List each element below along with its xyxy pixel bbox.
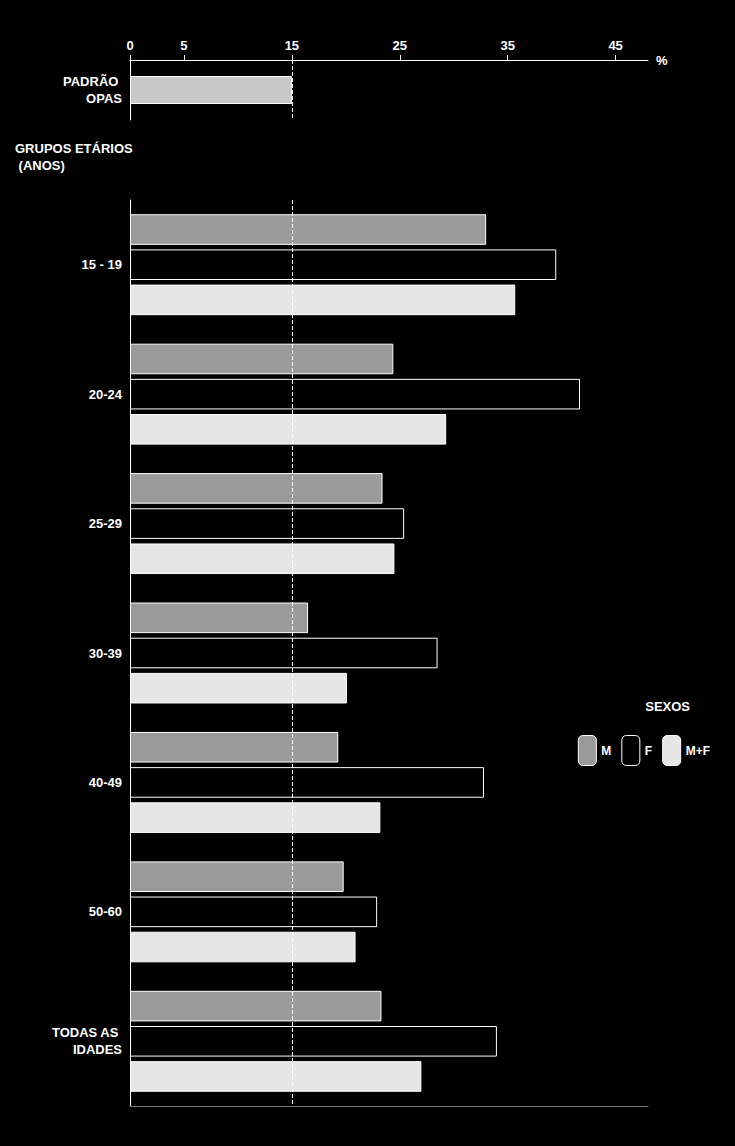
- svg-text:50-60: 50-60: [89, 904, 122, 919]
- svg-text:30-39: 30-39: [89, 646, 122, 661]
- svg-text:IDADES: IDADES: [73, 1042, 122, 1057]
- svg-text:5: 5: [180, 38, 187, 53]
- svg-text:TODAS AS: TODAS AS: [52, 1025, 122, 1040]
- svg-text:35: 35: [500, 38, 514, 53]
- svg-text:%: %: [656, 53, 668, 68]
- svg-text:20-24: 20-24: [89, 387, 123, 402]
- svg-text:M+F: M+F: [686, 744, 710, 758]
- svg-text:GRUPOS ETÁRIOS: GRUPOS ETÁRIOS: [15, 141, 133, 156]
- svg-text:25-29: 25-29: [89, 516, 122, 531]
- svg-text:40-49: 40-49: [89, 775, 122, 790]
- svg-text:M: M: [601, 744, 611, 758]
- svg-text:15 - 19: 15 - 19: [82, 257, 122, 272]
- svg-text:0: 0: [126, 38, 133, 53]
- svg-text:15: 15: [285, 38, 299, 53]
- svg-text:45: 45: [608, 38, 622, 53]
- svg-text:25: 25: [393, 38, 407, 53]
- svg-text:PADRÃO: PADRÃO: [63, 74, 122, 89]
- svg-text:SEXOS: SEXOS: [645, 699, 690, 714]
- svg-text:(ANOS): (ANOS): [15, 158, 65, 173]
- svg-text:F: F: [645, 744, 652, 758]
- svg-text:OPAS: OPAS: [86, 91, 122, 106]
